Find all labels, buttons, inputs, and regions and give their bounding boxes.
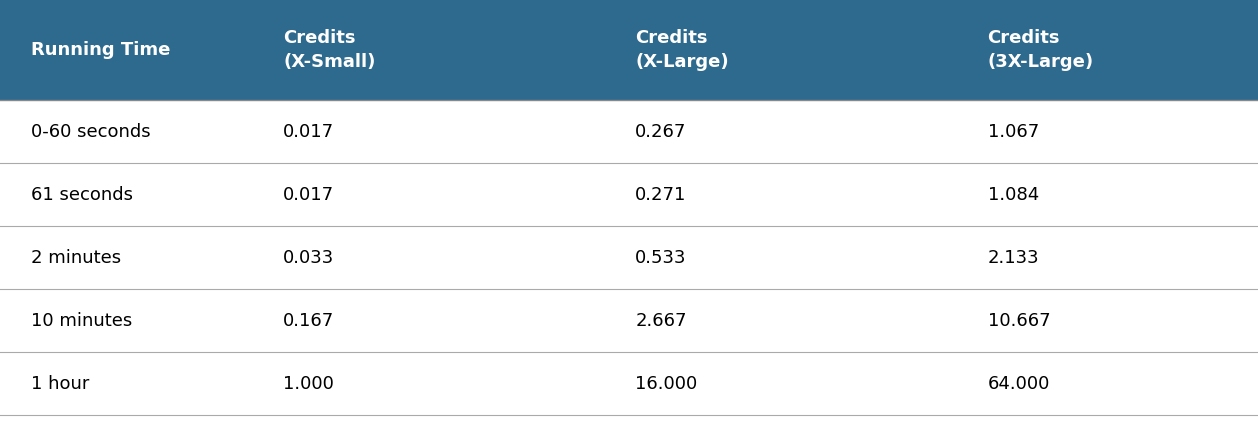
Text: 0.267: 0.267 <box>635 123 687 141</box>
FancyBboxPatch shape <box>0 163 1258 226</box>
Text: 2.133: 2.133 <box>988 249 1039 267</box>
FancyBboxPatch shape <box>0 0 1258 100</box>
Text: 0.017: 0.017 <box>283 123 335 141</box>
Text: 16.000: 16.000 <box>635 375 697 393</box>
Text: 2.667: 2.667 <box>635 312 687 330</box>
Text: 64.000: 64.000 <box>988 375 1050 393</box>
Text: 1.067: 1.067 <box>988 123 1039 141</box>
Text: 1 hour: 1 hour <box>31 375 89 393</box>
Text: 0-60 seconds: 0-60 seconds <box>31 123 151 141</box>
Text: 1.084: 1.084 <box>988 186 1039 204</box>
Text: 61 seconds: 61 seconds <box>31 186 133 204</box>
Text: 0.271: 0.271 <box>635 186 687 204</box>
FancyBboxPatch shape <box>0 289 1258 352</box>
Text: Credits
(X-Small): Credits (X-Small) <box>283 29 375 71</box>
Text: 1.000: 1.000 <box>283 375 333 393</box>
FancyBboxPatch shape <box>0 352 1258 415</box>
Text: 0.167: 0.167 <box>283 312 335 330</box>
Text: Credits
(3X-Large): Credits (3X-Large) <box>988 29 1093 71</box>
Text: Credits
(X-Large): Credits (X-Large) <box>635 29 728 71</box>
FancyBboxPatch shape <box>0 100 1258 163</box>
Text: 0.033: 0.033 <box>283 249 335 267</box>
FancyBboxPatch shape <box>0 226 1258 289</box>
Text: 2 minutes: 2 minutes <box>31 249 122 267</box>
Text: 0.533: 0.533 <box>635 249 687 267</box>
Text: 10.667: 10.667 <box>988 312 1050 330</box>
Text: 0.017: 0.017 <box>283 186 335 204</box>
Text: Running Time: Running Time <box>31 41 171 59</box>
Text: 10 minutes: 10 minutes <box>31 312 132 330</box>
